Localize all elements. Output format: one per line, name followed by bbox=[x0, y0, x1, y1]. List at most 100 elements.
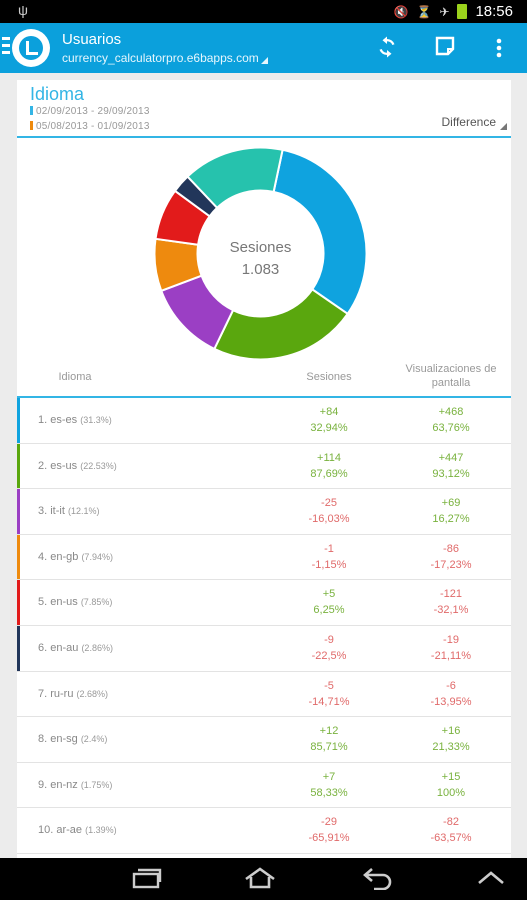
sessions-pct: 58,33% bbox=[310, 786, 348, 799]
status-icons: 🔇 ⏳ ✈ 18:56 bbox=[393, 3, 513, 20]
refresh-icon[interactable] bbox=[374, 35, 400, 61]
row-sessions: +114 87,69% bbox=[279, 450, 379, 482]
table-row[interactable]: 9. en-nz (1.75%) +7 58,33% +15 100% bbox=[17, 763, 511, 809]
table-row[interactable]: 10. ar-ae (1.39%) -29 -65,91% -82 -63,57% bbox=[17, 808, 511, 854]
table-row[interactable]: 1. es-es (31.3%) +84 32,94% +468 63,76% bbox=[17, 398, 511, 444]
notes-icon[interactable] bbox=[432, 35, 458, 61]
row-language: 10. ar-ae (1.39%) bbox=[38, 824, 117, 837]
table-row[interactable]: 5. en-us (7.85%) +5 6,25% -121 -32,1% bbox=[17, 580, 511, 626]
row-views: +468 63,76% bbox=[401, 404, 501, 436]
table-row[interactable]: 4. en-gb (7.94%) -1 -1,15% -86 -17,23% bbox=[17, 534, 511, 581]
views-pct: 63,76% bbox=[432, 422, 470, 434]
alarm-icon: ⏳ bbox=[416, 4, 432, 19]
airplane-icon: ✈ bbox=[439, 4, 450, 19]
row-sessions: -1 -1,15% bbox=[279, 541, 379, 573]
sessions-pct: 6,25% bbox=[313, 604, 345, 617]
chevron-up-icon[interactable] bbox=[476, 866, 506, 896]
table-row[interactable]: 8. en-sg (2.4%) +12 85,71% +16 21,33% bbox=[17, 717, 511, 763]
overflow-menu-icon[interactable] bbox=[486, 35, 512, 61]
drawer-icon[interactable] bbox=[2, 37, 10, 57]
views-delta: -6 bbox=[446, 679, 456, 692]
sessions-pct: -65,91% bbox=[308, 832, 350, 845]
row-color-bar bbox=[17, 625, 20, 671]
recent-apps-icon[interactable] bbox=[132, 866, 162, 896]
sessions-delta: +84 bbox=[319, 406, 339, 418]
views-delta: -121 bbox=[439, 588, 463, 601]
dropdown-icon bbox=[500, 123, 507, 130]
table-row[interactable]: 6. en-au (2.86%) -9 -22,5% -19 -21,11% bbox=[17, 625, 511, 672]
row-language: 8. en-sg (2.4%) bbox=[38, 733, 108, 746]
row-views: +69 16,27% bbox=[401, 495, 501, 527]
row-sessions: -5 -14,71% bbox=[279, 678, 379, 710]
donut-slice-es-es[interactable] bbox=[272, 148, 368, 316]
row-language: 3. it-it (12.1%) bbox=[38, 505, 100, 518]
chart-center-value: 1.083 bbox=[241, 261, 280, 278]
row-color-bar bbox=[17, 443, 20, 489]
clock: 18:56 bbox=[475, 3, 513, 20]
row-language: 1. es-es (31.3%) bbox=[38, 414, 112, 426]
row-views: -121 -32,1% bbox=[401, 586, 501, 618]
donut-slice-es-us[interactable] bbox=[212, 287, 350, 361]
app-logo-icon[interactable] bbox=[12, 29, 50, 67]
dimension-title: Idioma bbox=[30, 84, 85, 104]
donut-chart[interactable]: Sesiones 1.083 bbox=[152, 145, 369, 362]
sessions-delta: +5 bbox=[322, 588, 336, 601]
column-header-language: Idioma bbox=[58, 371, 92, 383]
row-sessions: -25 -16,03% bbox=[279, 495, 379, 527]
sessions-pct: 85,71% bbox=[310, 741, 348, 754]
table-row[interactable]: 7. ru-ru (2.68%) -5 -14,71% -6 -13,95% bbox=[17, 672, 511, 718]
sessions-pct: -1,15% bbox=[311, 558, 347, 571]
table-row[interactable]: 2. es-us (22.53%) +114 87,69% +447 93,12% bbox=[17, 443, 511, 490]
sessions-delta: +12 bbox=[319, 725, 339, 738]
row-sessions: +5 6,25% bbox=[279, 586, 379, 618]
date-range-previous: 05/08/2013 - 01/09/2013 bbox=[30, 121, 150, 132]
row-views: +16 21,33% bbox=[401, 723, 501, 755]
home-icon[interactable] bbox=[243, 866, 277, 896]
sessions-pct: -16,03% bbox=[308, 513, 350, 526]
views-pct: -63,57% bbox=[430, 832, 472, 845]
donut-slice-others[interactable] bbox=[186, 146, 284, 210]
row-language: 2. es-us (22.53%) bbox=[38, 459, 117, 472]
row-sessions: -9 -22,5% bbox=[279, 632, 379, 664]
property-name: currency_calculatorpro.e6bapps.com bbox=[62, 51, 259, 65]
row-sessions: +7 58,33% bbox=[279, 769, 379, 801]
views-delta: -86 bbox=[443, 542, 459, 555]
views-pct: 21,33% bbox=[432, 741, 470, 754]
sessions-delta: +7 bbox=[322, 770, 336, 783]
column-header-views: Visualizaciones de pantalla bbox=[405, 363, 497, 389]
row-views: +447 93,12% bbox=[401, 450, 501, 482]
column-header-sessions: Sesiones bbox=[306, 371, 352, 383]
action-bar: Usuarios currency_calculatorpro.e6bapps.… bbox=[0, 23, 527, 73]
row-color-bar bbox=[17, 580, 20, 625]
compare-mode-dropdown[interactable]: Difference bbox=[442, 115, 507, 130]
report-card: Idioma 02/09/2013 - 29/09/2013 05/08/201… bbox=[17, 80, 511, 858]
views-delta: +69 bbox=[441, 497, 461, 510]
screen-title: Usuarios bbox=[62, 31, 122, 48]
row-color-bar bbox=[17, 398, 20, 443]
row-language: 7. ru-ru (2.68%) bbox=[38, 687, 109, 700]
mute-icon: 🔇 bbox=[393, 4, 409, 19]
sessions-delta: -5 bbox=[324, 679, 334, 692]
back-icon[interactable] bbox=[362, 866, 394, 896]
views-delta: +468 bbox=[438, 406, 464, 418]
row-sessions: -29 -65,91% bbox=[279, 814, 379, 846]
sessions-pct: 32,94% bbox=[310, 422, 348, 434]
views-pct: -13,95% bbox=[430, 695, 472, 708]
views-delta: +16 bbox=[441, 725, 461, 738]
row-views: -6 -13,95% bbox=[401, 678, 501, 710]
views-delta: -19 bbox=[443, 633, 459, 646]
sessions-delta: -25 bbox=[321, 497, 337, 510]
sessions-delta: -1 bbox=[324, 542, 334, 555]
battery-icon bbox=[457, 4, 468, 19]
row-color-bar bbox=[17, 763, 20, 808]
row-color-bar bbox=[17, 534, 20, 580]
row-language: 9. en-nz (1.75%) bbox=[38, 778, 113, 791]
sessions-delta: +114 bbox=[317, 451, 341, 464]
property-selector[interactable]: currency_calculatorpro.e6bapps.com bbox=[62, 51, 268, 65]
status-bar: ψ 🔇 ⏳ ✈ 18:56 bbox=[0, 0, 527, 23]
chart-center-label: Sesiones bbox=[229, 239, 292, 256]
table-row[interactable]: 3. it-it (12.1%) -25 -16,03% +69 16,27% bbox=[17, 489, 511, 535]
row-views: +15 100% bbox=[401, 769, 501, 801]
sessions-delta: -29 bbox=[321, 816, 337, 829]
row-color-bar bbox=[17, 489, 20, 534]
